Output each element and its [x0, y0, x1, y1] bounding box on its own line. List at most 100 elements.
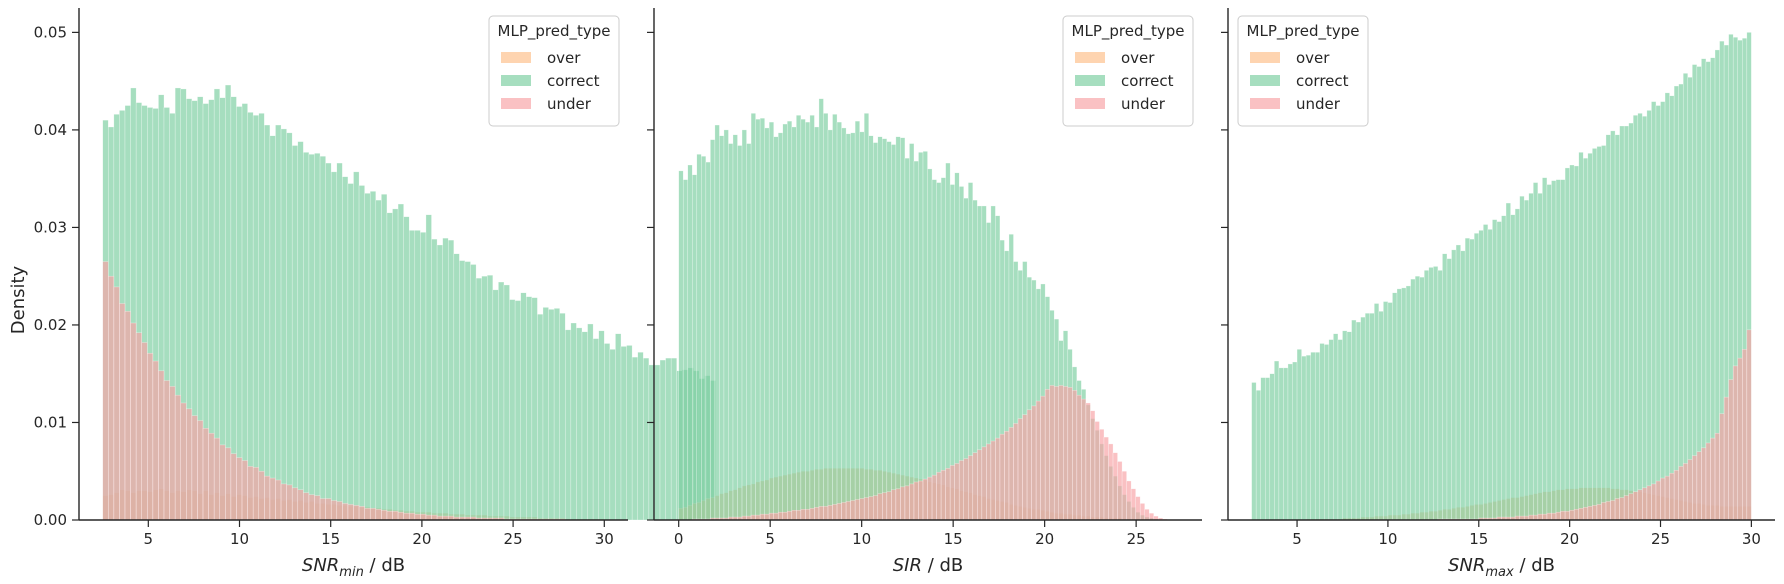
bar-under: [236, 457, 243, 521]
bar-correct: [392, 208, 399, 521]
bar-correct: [1410, 278, 1416, 521]
bar-under: [873, 495, 879, 521]
x-tick-label: 10: [852, 530, 871, 548]
bar-under: [1719, 413, 1725, 521]
bar-correct: [1687, 76, 1693, 521]
bar-under: [369, 508, 377, 521]
bar-under: [1696, 451, 1702, 521]
bar-correct: [796, 115, 802, 521]
bar-correct: [1314, 352, 1321, 521]
bar-under: [1044, 389, 1050, 521]
bar-correct: [814, 126, 820, 521]
legend-label-correct: correct: [547, 72, 600, 90]
bar-under: [1546, 512, 1552, 521]
bar-under: [1732, 365, 1738, 521]
bar-correct: [1364, 313, 1370, 521]
y-tick-label: 0.01: [34, 413, 67, 431]
bar-correct: [459, 260, 466, 521]
bar-under: [297, 489, 304, 521]
bar-correct: [420, 232, 427, 521]
legend-label-under: under: [1121, 95, 1166, 113]
bar-under: [147, 352, 154, 521]
bar-correct: [768, 121, 774, 521]
bar-correct: [1414, 275, 1420, 521]
bar-under: [972, 452, 978, 521]
legend-label-under: under: [547, 95, 592, 113]
bar-correct: [364, 193, 371, 521]
bar-under: [859, 498, 865, 521]
bar-correct: [1682, 73, 1689, 521]
bar-correct: [631, 356, 638, 521]
bar-under: [787, 510, 793, 521]
bar-correct: [940, 177, 946, 521]
bar-correct: [1424, 270, 1430, 521]
bar-correct: [1655, 105, 1661, 521]
bar-under: [1013, 423, 1019, 521]
bar-under: [1103, 436, 1109, 521]
bar-under: [174, 394, 181, 521]
bar-under: [1081, 398, 1087, 521]
bar-under: [954, 463, 960, 521]
y-tick-label: 0.02: [34, 316, 67, 334]
bar-under: [1063, 386, 1069, 521]
bar-under: [1008, 427, 1014, 521]
legend-swatch-correct: [501, 75, 531, 86]
bar-under: [1537, 513, 1543, 521]
bar-correct: [1260, 377, 1266, 521]
bar-under: [995, 437, 1001, 521]
bar-under: [375, 509, 382, 521]
bar-under: [275, 479, 282, 521]
bar-under: [981, 446, 987, 521]
bar-correct: [1355, 321, 1361, 521]
x-axis-label: SNRmax / dB: [1448, 555, 1555, 580]
bar-under: [124, 311, 131, 521]
bar-correct: [832, 114, 838, 521]
bar-correct: [1642, 116, 1648, 521]
x-tick-label: 30: [1742, 530, 1761, 548]
bar-under: [230, 453, 237, 521]
bar-under: [927, 476, 933, 521]
bar-correct: [759, 117, 765, 521]
bar-under: [1642, 487, 1648, 521]
bar-correct: [1283, 367, 1289, 521]
bar-correct: [297, 141, 304, 521]
bar-correct: [750, 113, 756, 521]
bar-correct: [665, 357, 672, 521]
x-tick-label: 20: [1560, 530, 1579, 548]
bar-under: [1614, 498, 1620, 521]
bar-under: [900, 486, 906, 521]
bar-correct: [492, 289, 499, 521]
bar-correct: [386, 212, 393, 521]
bar-correct: [1455, 244, 1461, 521]
bar-under: [1592, 505, 1598, 521]
bar-under: [1022, 414, 1028, 521]
bar-correct: [1310, 352, 1316, 521]
bar-under: [1004, 431, 1010, 521]
bar-correct: [809, 115, 815, 521]
bar-under: [1610, 500, 1616, 521]
bar-under: [850, 500, 856, 521]
x-tick-label: 30: [595, 530, 614, 548]
bar-under: [397, 511, 404, 521]
bar-correct: [1451, 249, 1457, 521]
bar-correct: [678, 170, 684, 521]
bar-under: [1528, 514, 1534, 521]
y-tick-label: 0.00: [34, 511, 67, 529]
bar-under: [1583, 507, 1589, 521]
bar-correct: [1265, 377, 1271, 521]
xlabel-unit: / dB: [922, 555, 963, 576]
bar-correct: [1464, 237, 1470, 521]
bar-correct: [397, 203, 404, 521]
bar-correct: [1333, 333, 1339, 521]
bar-correct: [620, 346, 627, 521]
bar-under: [913, 481, 919, 521]
bar-under: [791, 510, 797, 521]
bar-correct: [1378, 311, 1384, 521]
bar-under: [141, 342, 148, 521]
bar-under: [286, 484, 293, 521]
bar-under: [841, 502, 847, 521]
bar-under: [308, 494, 315, 521]
bar-correct: [520, 292, 527, 521]
bar-under: [252, 467, 259, 521]
bar-under: [392, 510, 399, 521]
